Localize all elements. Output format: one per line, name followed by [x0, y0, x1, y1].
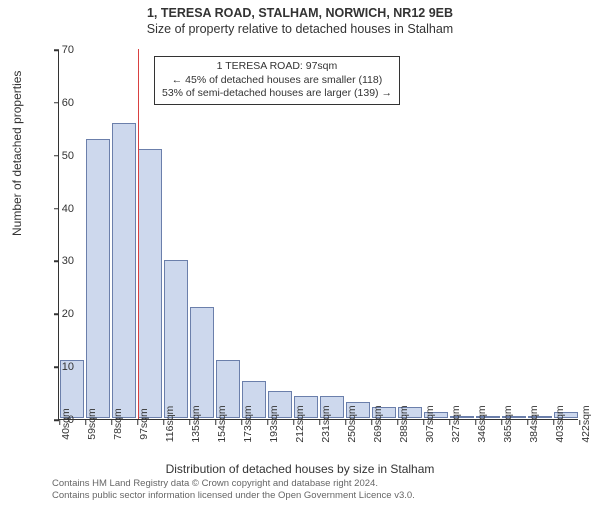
xtick-label: 269sqm	[372, 405, 384, 442]
ytick-label: 30	[44, 255, 74, 267]
x-axis-label: Distribution of detached houses by size …	[0, 462, 600, 476]
xtick-label: 135sqm	[190, 405, 202, 442]
xtick-label: 422sqm	[580, 405, 592, 442]
ytick-label: 70	[44, 44, 74, 56]
xtick-label: 154sqm	[216, 405, 228, 442]
annotation-line3: 53% of semi-detached houses are larger (…	[162, 87, 392, 101]
histogram-bar	[86, 139, 111, 418]
xtick-label: 231sqm	[320, 405, 332, 442]
xtick-label: 212sqm	[294, 405, 306, 442]
xtick-label: 403sqm	[554, 405, 566, 442]
ytick-label: 0	[44, 414, 74, 426]
xtick-label: 250sqm	[346, 405, 358, 442]
reference-line	[138, 49, 140, 419]
footer-line1: Contains HM Land Registry data © Crown c…	[52, 478, 415, 490]
histogram-bar	[138, 149, 163, 417]
xtick-label: 327sqm	[450, 405, 462, 442]
ytick-label: 10	[44, 361, 74, 373]
xtick-label: 288sqm	[398, 405, 410, 442]
xtick-label: 78sqm	[112, 408, 124, 440]
xtick-label: 365sqm	[502, 405, 514, 442]
chart-subtitle: Size of property relative to detached ho…	[0, 22, 600, 36]
ytick-label: 40	[44, 203, 74, 215]
footer: Contains HM Land Registry data © Crown c…	[52, 478, 415, 502]
histogram-bar	[164, 260, 189, 418]
xtick-label: 307sqm	[424, 405, 436, 442]
y-axis-label: Number of detached properties	[10, 71, 24, 236]
annotation-box: 1 TERESA ROAD: 97sqm ← 45% of detached h…	[154, 56, 400, 105]
annotation-line2: ← 45% of detached houses are smaller (11…	[162, 74, 392, 88]
xtick-label: 173sqm	[242, 405, 254, 442]
xtick-label: 116sqm	[164, 406, 176, 443]
chart-address: 1, TERESA ROAD, STALHAM, NORWICH, NR12 9…	[0, 6, 600, 20]
annotation-line1: 1 TERESA ROAD: 97sqm	[162, 60, 392, 74]
xtick-label: 59sqm	[86, 408, 98, 440]
ytick-label: 60	[44, 97, 74, 109]
xtick-label: 193sqm	[268, 405, 280, 442]
ytick-label: 50	[44, 150, 74, 162]
footer-line2: Contains public sector information licen…	[52, 490, 415, 502]
histogram-bar	[190, 307, 215, 418]
chart-area: 40sqm59sqm78sqm97sqm116sqm135sqm154sqm17…	[58, 50, 578, 420]
xtick-label: 97sqm	[138, 408, 150, 440]
histogram-bar	[112, 123, 137, 418]
plot-region: 40sqm59sqm78sqm97sqm116sqm135sqm154sqm17…	[58, 50, 578, 420]
ytick-label: 20	[44, 308, 74, 320]
xtick-label: 384sqm	[528, 405, 540, 442]
xtick-label: 346sqm	[476, 405, 488, 442]
